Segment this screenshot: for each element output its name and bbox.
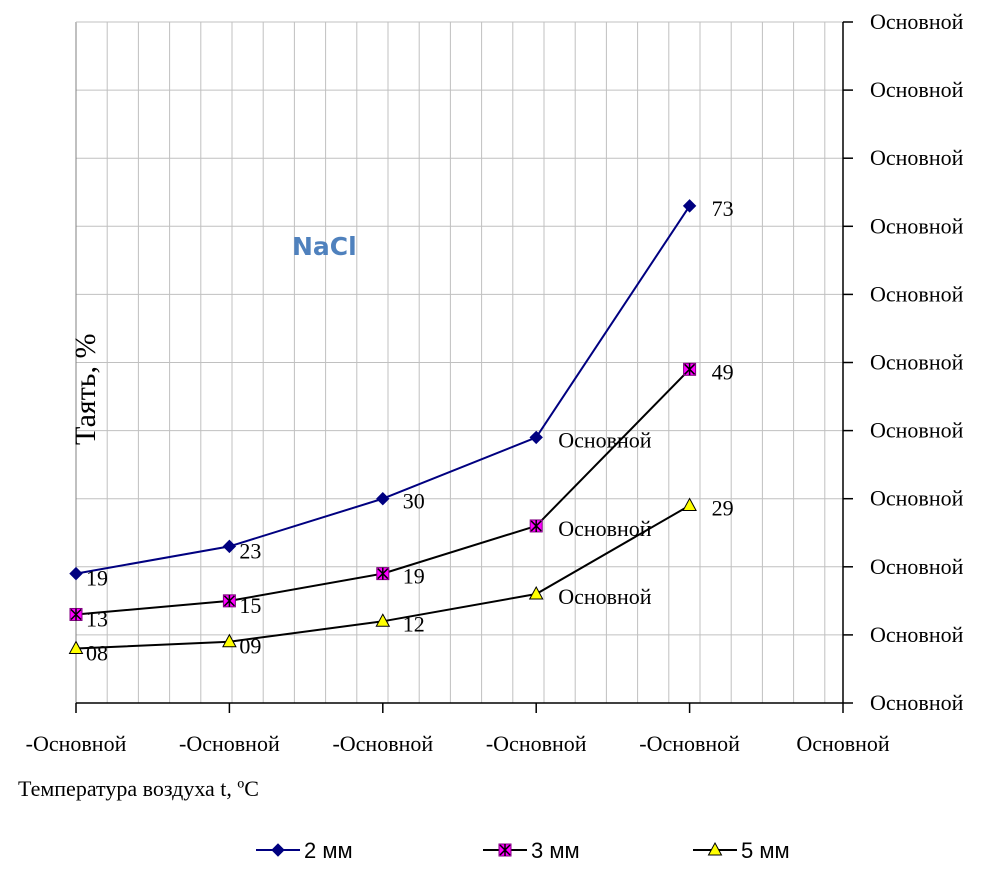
data-label: 13 (86, 607, 108, 632)
data-point (222, 539, 237, 554)
legend-label: 2 мм (304, 838, 353, 863)
data-label: 73 (712, 196, 734, 221)
data-point (682, 199, 697, 213)
data-point (529, 519, 543, 533)
data-label: Основной (558, 516, 652, 541)
series (68, 199, 697, 655)
y-tick-label: Основной (870, 350, 964, 375)
axes (75, 21, 853, 713)
legend: 2 мм 3 мм 5 мм (256, 838, 790, 863)
y-tick-label: Основной (870, 554, 964, 579)
data-point (376, 567, 390, 581)
data-label: 15 (239, 593, 261, 618)
series-1 (69, 199, 697, 581)
marker-cross (530, 519, 542, 532)
data-point (528, 585, 544, 600)
x-tick-label: -Основной (332, 731, 433, 756)
data-label: 19 (86, 566, 108, 591)
x-tick-label: -Основной (486, 731, 587, 756)
data-label: 23 (239, 538, 261, 563)
data-point (222, 633, 237, 648)
data-labels: 19 23 30 Основной 73 13 15 19 Основной 49 08 09 12 Ос… (86, 196, 734, 666)
data-point (222, 594, 236, 608)
legend-marker (707, 841, 723, 856)
x-axis-title: Температура воздуха t, ºC (18, 776, 259, 801)
x-tick-label: -Основной (639, 731, 740, 756)
y-tick-label: Основной (870, 145, 964, 170)
x-tick-label: Основной (796, 731, 890, 756)
marker-cross (684, 363, 696, 376)
legend-item-2: 3 мм (483, 838, 580, 863)
series-2 (69, 362, 697, 621)
y-tick-label: Основной (870, 77, 964, 102)
data-label: 49 (712, 359, 734, 384)
legend-marker (271, 843, 285, 857)
data-point (683, 362, 697, 376)
data-label: 30 (403, 489, 425, 514)
y-tick-label: Основной (870, 622, 964, 647)
y-tick-label: Основной (870, 213, 964, 238)
data-point (529, 430, 543, 445)
y-tick-label: Основной (870, 486, 964, 511)
marker-cross (377, 567, 389, 580)
legend-label: 5 мм (741, 838, 790, 863)
data-label: Основной (558, 427, 652, 452)
y-tick-label: Основной (870, 418, 964, 443)
legend-item-3: 5 мм (693, 838, 790, 863)
x-tick-label: -Основной (179, 731, 280, 756)
marker-cross (223, 594, 235, 607)
x-tick-label: -Основной (26, 731, 127, 756)
marker-cross (499, 844, 511, 856)
data-label: 09 (239, 634, 261, 659)
legend-label: 3 мм (531, 838, 580, 863)
data-label: 29 (712, 496, 734, 521)
data-label: 12 (403, 611, 425, 636)
data-label: Основной (558, 584, 652, 609)
data-point (375, 613, 391, 627)
data-point (68, 640, 84, 655)
legend-marker (498, 843, 512, 857)
chart-title: NaCl (292, 232, 357, 261)
series-3 (68, 497, 697, 655)
grid (76, 21, 843, 703)
y-axis-title: Таять, % (69, 334, 102, 445)
y-tick-label: Основной (870, 281, 964, 306)
y-tick-label: Основной (870, 690, 964, 715)
legend-item-1: 2 мм (256, 838, 353, 863)
marker-cross (70, 608, 82, 621)
data-point (69, 607, 83, 621)
data-label: 08 (86, 641, 108, 666)
data-point (69, 566, 83, 581)
data-point (682, 497, 697, 512)
data-point (376, 491, 390, 506)
data-label: 19 (403, 564, 425, 589)
tick-labels: Основной Основной Основной Основной Основной… (26, 9, 964, 756)
y-tick-label: Основной (870, 9, 964, 34)
